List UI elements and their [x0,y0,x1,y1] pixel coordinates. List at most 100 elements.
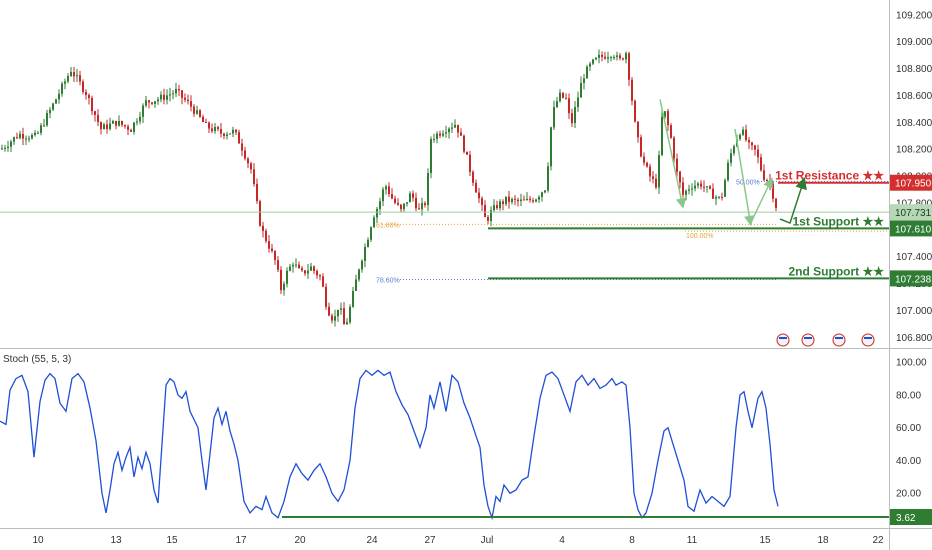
candle-body [427,172,429,206]
time-tick-label: 15 [759,535,771,546]
stoch-tick-label: 20.00 [896,489,921,500]
candle-body [13,137,15,142]
candle-body [397,202,399,205]
candle-body [319,275,321,277]
candle-body [364,246,366,261]
candle-body [82,81,84,92]
candle-body [145,100,147,106]
candle-body [649,166,651,177]
candle-body [646,162,648,167]
candle-body [214,127,216,132]
price-tick-label: 108.800 [896,64,932,75]
price-tick-label: 108.600 [896,91,932,102]
candle-body [412,193,414,198]
candle-body [376,208,378,218]
candle-body [694,185,696,189]
candle-body [382,189,384,202]
candle-body [577,97,579,108]
candle-body [601,54,603,57]
time-axis[interactable]: 10 13 15 17 20 24 27 Jul 4 8 11 15 18 22 [32,535,884,546]
sr-price-tag-text: 107.950 [895,179,932,190]
candle-body [418,208,420,210]
candle-body [739,134,741,139]
price-axis[interactable]: 109.200 109.000 108.800 108.600 108.400 108.2… [890,10,932,344]
stoch-pane[interactable] [0,369,889,521]
candle-body [664,111,666,117]
candle-body [313,266,315,271]
sr-price-tag [890,270,932,287]
candle-body [367,239,369,247]
candle-body [91,98,93,112]
candle-body [703,186,705,188]
candle-body [607,57,609,59]
time-tick-label: 8 [629,535,635,546]
candle-body [454,124,456,128]
candle-body [655,178,657,188]
candle-body [682,182,684,195]
candle-body [406,202,408,204]
candle-body [40,125,42,133]
candle-body [280,269,282,291]
candle-body [370,227,372,240]
candle-body [193,106,195,114]
candle-body [460,132,462,136]
candle-body [256,183,258,202]
candle-body [322,276,324,287]
candle-body [1,148,3,150]
candle-body [448,128,450,133]
price-tick-label: 106.800 [896,333,932,344]
candle-body [352,290,354,307]
candle-body [568,98,570,114]
event-flag-icon[interactable] [861,333,875,347]
candle-body [409,193,411,203]
event-flags[interactable] [776,333,875,347]
candle-body [508,196,510,203]
price-pane[interactable]: 61.80% 78.60% 100.00% 50.00% 1st Resistance … [0,49,889,327]
candle-body [4,147,6,149]
event-flag-icon[interactable] [832,333,846,347]
candle-body [415,197,417,209]
candle-body [754,145,756,150]
candle-body [604,56,606,59]
event-flag-icon[interactable] [776,333,790,347]
price-tick-label: 109.000 [896,37,932,48]
candle-body [565,97,567,99]
sr-price-tag-text: 107.610 [895,224,932,235]
candle-body [523,199,525,201]
stoch-tick-label: 100.00 [896,358,927,369]
candle-body [586,66,588,79]
candle-body [685,190,687,195]
candle-body [232,129,234,134]
candle-body [286,270,288,284]
candle-body [154,101,156,104]
candle-body [7,146,9,148]
candle-body [511,198,513,203]
candle-body [268,241,270,249]
candle-body [658,155,660,188]
price-tick-label: 108.400 [896,118,932,129]
candle-body [766,179,768,181]
candle-body [628,53,630,80]
candle-body [643,156,645,163]
candle-body [172,93,174,95]
candle-body [625,53,627,60]
candle-body [400,204,402,210]
candle-body [301,268,303,271]
candle-body [547,166,549,191]
candle-body [217,127,219,129]
candle-body [361,260,363,270]
stoch-axis[interactable]: 100.00 80.00 60.00 40.00 20.00 3.62 [890,358,932,525]
candle-body [430,139,432,173]
candle-body [253,169,255,184]
flag-stripe [864,337,872,339]
candle-body [751,142,753,146]
event-flag-icon[interactable] [801,333,815,347]
stoch-tick-label: 40.00 [896,456,921,467]
candle-body [289,266,291,271]
pattern-arrow [659,99,687,209]
candle-body [16,137,18,139]
candle-body [277,260,279,270]
candle-body [70,71,72,77]
candle-body [478,192,480,199]
